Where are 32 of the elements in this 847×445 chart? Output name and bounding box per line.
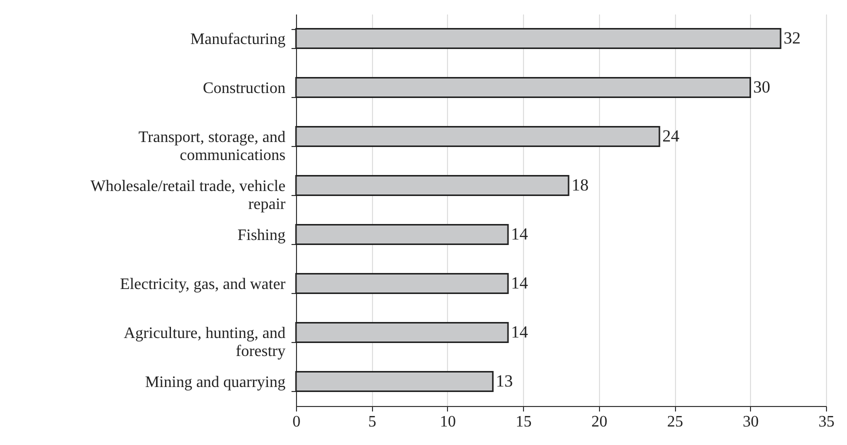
- data-label: 14: [511, 274, 528, 292]
- x-tick-label: 20: [591, 414, 608, 430]
- x-tick-label: 10: [440, 414, 456, 430]
- data-label: 14: [511, 322, 528, 342]
- data-label: 30: [753, 78, 770, 96]
- x-tick-label: 5: [368, 414, 376, 430]
- bar: [295, 272, 509, 294]
- bar: [295, 370, 494, 392]
- bar: [295, 322, 509, 344]
- data-label: 24: [662, 126, 680, 146]
- x-tick-label: 35: [818, 414, 834, 430]
- y-tick-label: Electricity, gas, and water: [120, 276, 286, 293]
- bar: [295, 224, 509, 246]
- bar: [295, 174, 570, 196]
- y-tick-label: Wholesale/retail trade, vehicle repair: [90, 178, 286, 213]
- y-tick-label: Construction: [202, 80, 286, 97]
- x-tick-label: 0: [292, 414, 300, 430]
- data-label: 14: [511, 224, 528, 244]
- y-tick-label: Mining and quarrying: [145, 374, 286, 391]
- bar: [295, 28, 782, 50]
- data-label: 32: [784, 28, 801, 48]
- y-tick-label: Transport, storage, and communications: [138, 129, 286, 164]
- y-tick-label: Manufacturing: [190, 31, 286, 48]
- bar: [295, 126, 660, 148]
- x-tick-label: 30: [742, 414, 759, 430]
- data-label: 13: [496, 372, 513, 390]
- y-tick-label: Agriculture, hunting, and forestry: [124, 325, 286, 360]
- x-tick-label: 15: [516, 414, 532, 430]
- bar: [295, 76, 752, 98]
- x-tick-label: 25: [667, 414, 684, 430]
- data-label: 18: [572, 176, 589, 194]
- y-tick-label: Fishing: [237, 227, 286, 244]
